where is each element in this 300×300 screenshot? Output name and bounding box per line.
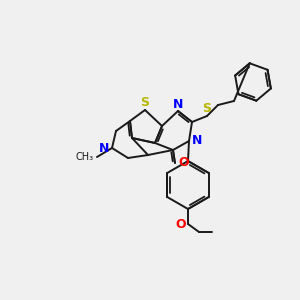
Text: CH₃: CH₃	[76, 152, 94, 162]
Text: S: S	[140, 95, 149, 109]
Text: O: O	[176, 218, 186, 230]
Text: S: S	[202, 103, 211, 116]
Text: N: N	[99, 142, 109, 154]
Text: O: O	[179, 157, 189, 169]
Text: N: N	[173, 98, 183, 110]
Text: N: N	[192, 134, 202, 148]
